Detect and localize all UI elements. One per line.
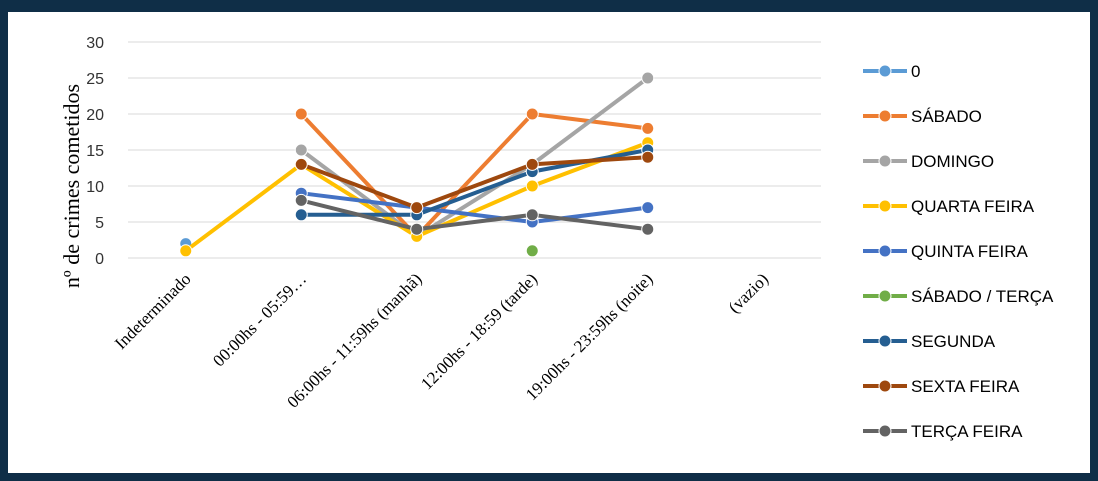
legend-swatch-marker — [878, 424, 892, 438]
legend-swatch-marker — [878, 154, 892, 168]
x-tick-label: 06:00hs - 11:59hs (manhã) — [283, 269, 425, 411]
data-point — [294, 193, 308, 207]
legend: 0 SÁBADO DOMINGO QUARTA FEIRA QUINTA FEIRA SÁ… — [863, 62, 1054, 441]
data-point — [525, 208, 539, 222]
data-point — [641, 201, 655, 215]
data-point — [179, 244, 193, 258]
legend-item: QUINTA FEIRA — [863, 242, 1028, 261]
data-point — [641, 121, 655, 135]
legend-label: SEXTA FEIRA — [911, 377, 1020, 396]
series-3 — [179, 136, 655, 258]
legend-item: 0 — [863, 62, 920, 81]
y-tick-label: 10 — [86, 179, 104, 196]
legend-label: QUARTA FEIRA — [911, 197, 1035, 216]
legend-swatch-marker — [878, 109, 892, 123]
data-point — [294, 107, 308, 121]
series-line — [300, 155, 648, 210]
legend-swatch-marker — [878, 244, 892, 258]
legend-swatch-marker — [878, 334, 892, 348]
legend-swatch-marker — [878, 199, 892, 213]
line-chart: 0 5 10 15 20 25 30 Indeterminado 00:00hs - 05:5… — [59, 35, 1054, 441]
legend-swatch-marker — [878, 64, 892, 78]
data-point — [294, 208, 308, 222]
data-point — [525, 157, 539, 171]
legend-label: 0 — [911, 62, 920, 81]
legend-item: SEXTA FEIRA — [863, 377, 1020, 396]
y-axis-ticks: 0 5 10 15 20 25 30 — [86, 35, 104, 268]
x-tick-label: 19:00hs - 23:59hs (noite) — [522, 269, 657, 404]
legend-item: SEGUNDA — [863, 332, 996, 351]
y-tick-label: 25 — [86, 71, 104, 88]
legend-swatch-marker — [878, 379, 892, 393]
chart-panel: 0 5 10 15 20 25 30 Indeterminado 00:00hs - 05:5… — [8, 12, 1090, 473]
legend-label: SEGUNDA — [911, 332, 996, 351]
legend-item: SÁBADO / TERÇA — [863, 287, 1054, 306]
y-tick-label: 0 — [95, 251, 104, 268]
legend-swatch-marker — [878, 289, 892, 303]
legend-label: QUINTA FEIRA — [911, 242, 1028, 261]
legend-label: DOMINGO — [911, 152, 994, 171]
legend-label: SÁBADO — [911, 107, 982, 126]
series-lines — [179, 71, 655, 258]
y-tick-label: 15 — [86, 143, 104, 160]
x-tick-label: (vazio) — [725, 269, 772, 316]
data-point — [294, 143, 308, 157]
legend-item: DOMINGO — [863, 152, 994, 171]
series-line — [301, 191, 648, 224]
legend-item: TERÇA FEIRA — [863, 422, 1023, 441]
data-point — [410, 201, 424, 215]
y-axis-label: nº de crimes cometidos — [59, 84, 84, 288]
data-point — [410, 222, 424, 236]
data-point — [641, 150, 655, 164]
series-7 — [294, 150, 655, 215]
data-point — [525, 244, 539, 258]
data-point — [641, 222, 655, 236]
legend-item: QUARTA FEIRA — [863, 197, 1035, 216]
series-line — [299, 112, 648, 239]
y-tick-label: 5 — [95, 215, 104, 232]
data-point — [525, 107, 539, 121]
x-tick-label: Indeterminado — [111, 269, 195, 353]
series-5 — [525, 244, 539, 258]
data-point — [294, 157, 308, 171]
x-tick-label: 12:00hs - 18:59 (tarde) — [417, 269, 541, 393]
legend-label: TERÇA FEIRA — [911, 422, 1023, 441]
y-tick-label: 20 — [86, 107, 104, 124]
series-8 — [294, 193, 655, 236]
data-point — [525, 179, 539, 193]
x-tick-label: 00:00hs - 05:59… — [209, 269, 310, 370]
x-axis-ticks: Indeterminado 00:00hs - 05:59…06:00hs - 1… — [111, 269, 772, 411]
series-line — [300, 76, 649, 239]
legend-item: SÁBADO — [863, 107, 982, 126]
data-point — [641, 71, 655, 85]
series-line — [300, 198, 648, 232]
gridlines — [128, 41, 821, 259]
legend-label: SÁBADO / TERÇA — [911, 287, 1054, 306]
y-tick-label: 30 — [86, 35, 104, 52]
